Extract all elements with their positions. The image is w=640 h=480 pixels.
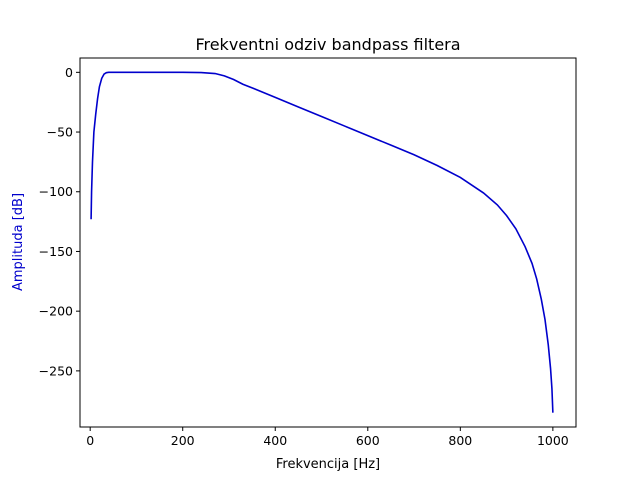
y-tick-label: 0 (65, 65, 73, 80)
x-tick-label: 0 (86, 433, 94, 448)
y-tick-label: −200 (39, 304, 73, 319)
series-line (90, 71, 554, 413)
x-tick-label: 800 (448, 433, 472, 448)
chart-title: Frekventni odziv bandpass filtera (195, 35, 460, 54)
x-tick-label: 1000 (537, 433, 569, 448)
y-tick-label: −150 (39, 244, 73, 259)
plot-area (79, 57, 577, 428)
x-axis-ticks: 0 200 400 600 800 1000 (86, 427, 569, 448)
y-tick-label: −50 (47, 125, 73, 140)
y-tick-label: −250 (39, 363, 73, 378)
y-tick-label: −100 (39, 184, 73, 199)
y-axis-label: Amplituda [dB] (11, 193, 26, 291)
x-tick-label: 400 (263, 433, 287, 448)
x-axis-label: Frekvencija [Hz] (276, 457, 380, 472)
x-tick-label: 600 (356, 433, 380, 448)
x-tick-label: 200 (171, 433, 195, 448)
y-axis-ticks: 0 −50 −100 −150 −200 −250 (39, 65, 80, 378)
